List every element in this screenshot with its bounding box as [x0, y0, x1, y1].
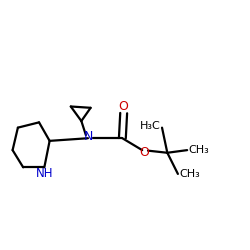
Text: N: N	[83, 130, 93, 143]
Text: NH: NH	[36, 168, 53, 180]
Text: CH₃: CH₃	[188, 145, 209, 155]
Text: H₃C: H₃C	[140, 120, 161, 130]
Text: O: O	[139, 146, 149, 159]
Text: O: O	[118, 100, 128, 113]
Text: CH₃: CH₃	[179, 169, 200, 179]
